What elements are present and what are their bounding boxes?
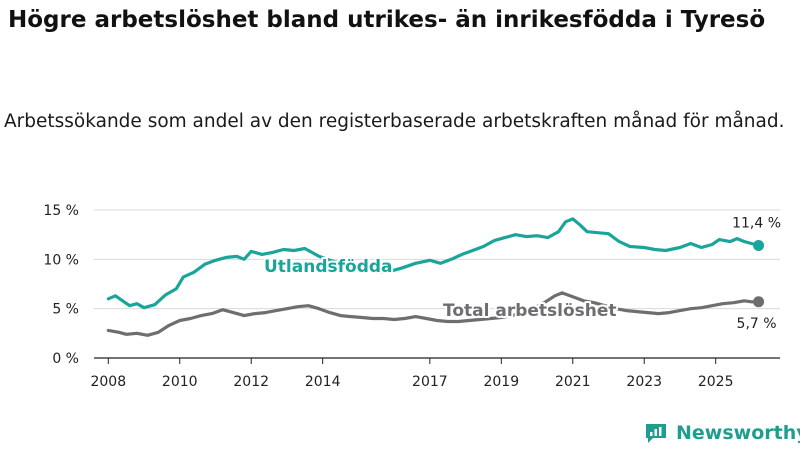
series-line-total bbox=[106, 291, 761, 337]
axes: 0 % 5 % 10 % 15 % 2008 2010 2012 2014 2017 2019 20… bbox=[43, 203, 733, 390]
chart-subtitle: Arbetssökande som andel av den registerb… bbox=[4, 111, 785, 132]
series-line-foreign-born bbox=[106, 217, 761, 310]
x-tick-label: 2017 bbox=[412, 374, 448, 390]
y-tick-label: 15 % bbox=[43, 203, 79, 219]
newsworthy-logo-icon bbox=[646, 424, 666, 443]
x-tick-label: 2012 bbox=[233, 374, 269, 390]
grid-lines bbox=[94, 209, 780, 359]
series-lines bbox=[106, 217, 765, 337]
x-tick-label: 2021 bbox=[555, 374, 591, 390]
y-tick-label: 0 % bbox=[52, 351, 79, 367]
x-tick-label: 2025 bbox=[698, 374, 734, 390]
newsworthy-logo: Newsworthy bbox=[644, 419, 800, 447]
series-name-label-foreign-born: Utlandsfödda bbox=[264, 257, 393, 277]
x-tick-label: 2008 bbox=[90, 374, 126, 390]
brand-name: Newsworthy bbox=[676, 422, 800, 444]
chart-title: Högre arbetslöshet bland utrikes- än inr… bbox=[8, 7, 766, 33]
series-end-marker-total bbox=[753, 296, 765, 308]
y-tick-label: 5 % bbox=[52, 302, 79, 318]
series-end-marker-foreign-born bbox=[753, 240, 765, 252]
series-end-label-total: 5,7 % bbox=[737, 316, 777, 332]
x-tick-label: 2023 bbox=[626, 374, 662, 390]
series-labels: 11,4 % 5,7 % Utlandsfödda Total arbetslöshe… bbox=[262, 216, 781, 332]
series-name-label-total: Total arbetslöshet bbox=[443, 301, 617, 321]
series-end-label-foreign-born: 11,4 % bbox=[732, 216, 781, 232]
y-tick-label: 10 % bbox=[43, 252, 79, 268]
x-tick-label: 2019 bbox=[483, 374, 519, 390]
x-tick-label: 2014 bbox=[305, 374, 341, 390]
x-tick-label: 2010 bbox=[162, 374, 198, 390]
